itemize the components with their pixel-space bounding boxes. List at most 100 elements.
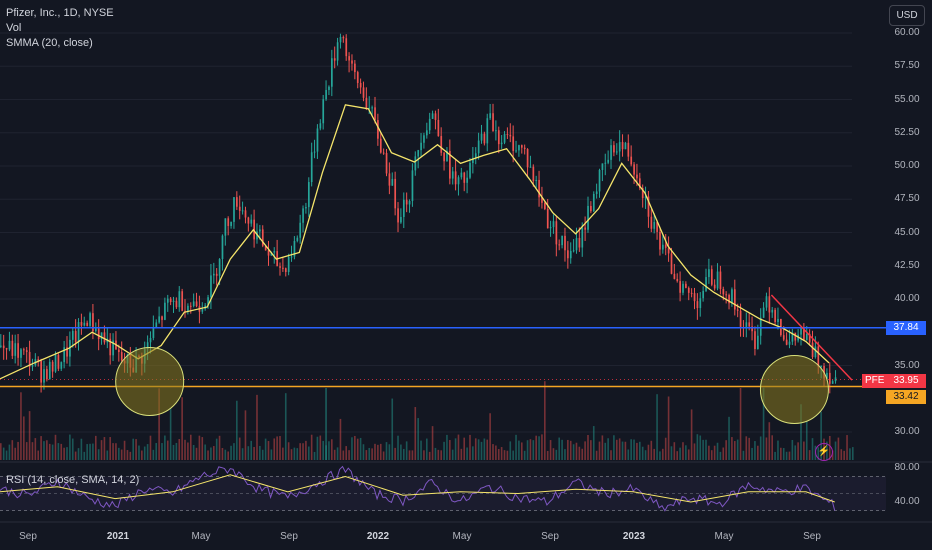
candle-body [705, 277, 707, 291]
candle-body [63, 347, 66, 363]
candle-body [14, 343, 17, 356]
volume-bar [377, 444, 379, 460]
volume-bar [739, 387, 742, 460]
volume-bar [572, 444, 575, 460]
volume-bar [495, 445, 497, 460]
candle-body [788, 341, 791, 345]
volume-bar [656, 394, 658, 460]
volume-bar [106, 450, 109, 460]
volume-bar [198, 435, 201, 460]
volume-bar [5, 450, 8, 460]
volume-bar [708, 445, 710, 460]
volume-bar [434, 447, 437, 460]
volume-bar [28, 411, 31, 460]
candle-body [11, 340, 14, 356]
highlight-circle [759, 354, 829, 424]
volume-bar [51, 444, 54, 460]
candle-body [161, 316, 163, 320]
candle-body [146, 342, 149, 349]
volume-bar [20, 392, 22, 460]
candle-body [57, 354, 60, 369]
candle-body [509, 134, 512, 137]
currency-button[interactable]: USD [889, 5, 925, 26]
volume-bar [264, 438, 267, 460]
volume-bar [189, 434, 192, 460]
volume-bar [699, 435, 702, 460]
candle-body [454, 171, 457, 185]
volume-bar [440, 450, 442, 460]
candle-body [37, 359, 40, 361]
volume-bar [509, 441, 512, 460]
candle-body [552, 221, 555, 228]
candle-body [109, 338, 112, 356]
volume-bar [63, 447, 65, 460]
volume-bar [115, 443, 117, 460]
candle-body [377, 120, 379, 139]
candle-body [118, 349, 120, 353]
candle-body [92, 313, 94, 332]
candle-body [805, 333, 808, 341]
volume-bar [650, 440, 653, 460]
candle-body [97, 328, 100, 340]
candle-body [336, 42, 339, 61]
volume-bar [690, 409, 693, 460]
candle-body [359, 82, 362, 88]
candle-body [739, 310, 742, 327]
candle-body [569, 250, 572, 259]
candle-body [43, 369, 45, 383]
candle-body [371, 107, 374, 109]
volume-bar [250, 440, 253, 460]
candle-body [152, 327, 155, 338]
volume-bar [57, 443, 60, 460]
candle-body [736, 309, 739, 311]
volume-bar [155, 443, 158, 460]
volume-bar [667, 396, 670, 460]
candle-body [719, 271, 722, 289]
volume-bar [354, 435, 356, 460]
candle-body [549, 227, 552, 229]
candle-body [241, 210, 244, 212]
volume-bar [492, 444, 494, 460]
ticker-tag: PFE [862, 374, 888, 388]
candle-body [351, 60, 353, 64]
candle-body [305, 207, 307, 209]
volume-bar [725, 440, 727, 460]
lightning-icon[interactable]: ⚡ [815, 443, 833, 461]
candle-body [362, 87, 365, 98]
volume-bar [149, 435, 152, 460]
candle-body [365, 97, 368, 109]
candle-body [745, 322, 748, 328]
time-tick-label: Sep [541, 531, 559, 542]
candle-body [28, 351, 31, 367]
volume-bar [480, 441, 483, 460]
volume-bar [230, 445, 232, 460]
volume-bar [751, 447, 753, 460]
candle-body [273, 251, 276, 253]
volume-bar [207, 450, 209, 460]
candle-body [489, 113, 492, 119]
candle-body [60, 362, 63, 369]
candle-body [267, 250, 270, 256]
volume-bar [664, 437, 667, 460]
volume-bar [687, 449, 690, 460]
volume-bar [296, 448, 299, 460]
volume-bar [34, 438, 37, 460]
volume-bar [172, 444, 175, 460]
candle-body [166, 298, 169, 303]
candle-body [2, 345, 5, 349]
candle-body [348, 56, 350, 61]
candle-body [417, 150, 420, 157]
volume-bar [11, 440, 14, 460]
candle-body [103, 332, 106, 343]
candle-body [653, 222, 656, 229]
volume-bar [630, 439, 632, 460]
candle-body [431, 113, 434, 119]
volume-bar [345, 446, 348, 460]
candle-body [495, 130, 497, 132]
volume-bar [66, 447, 68, 460]
candle-body [437, 119, 440, 137]
volume-bar [135, 439, 137, 460]
candle-body [40, 360, 42, 383]
volume-bar [820, 411, 822, 460]
